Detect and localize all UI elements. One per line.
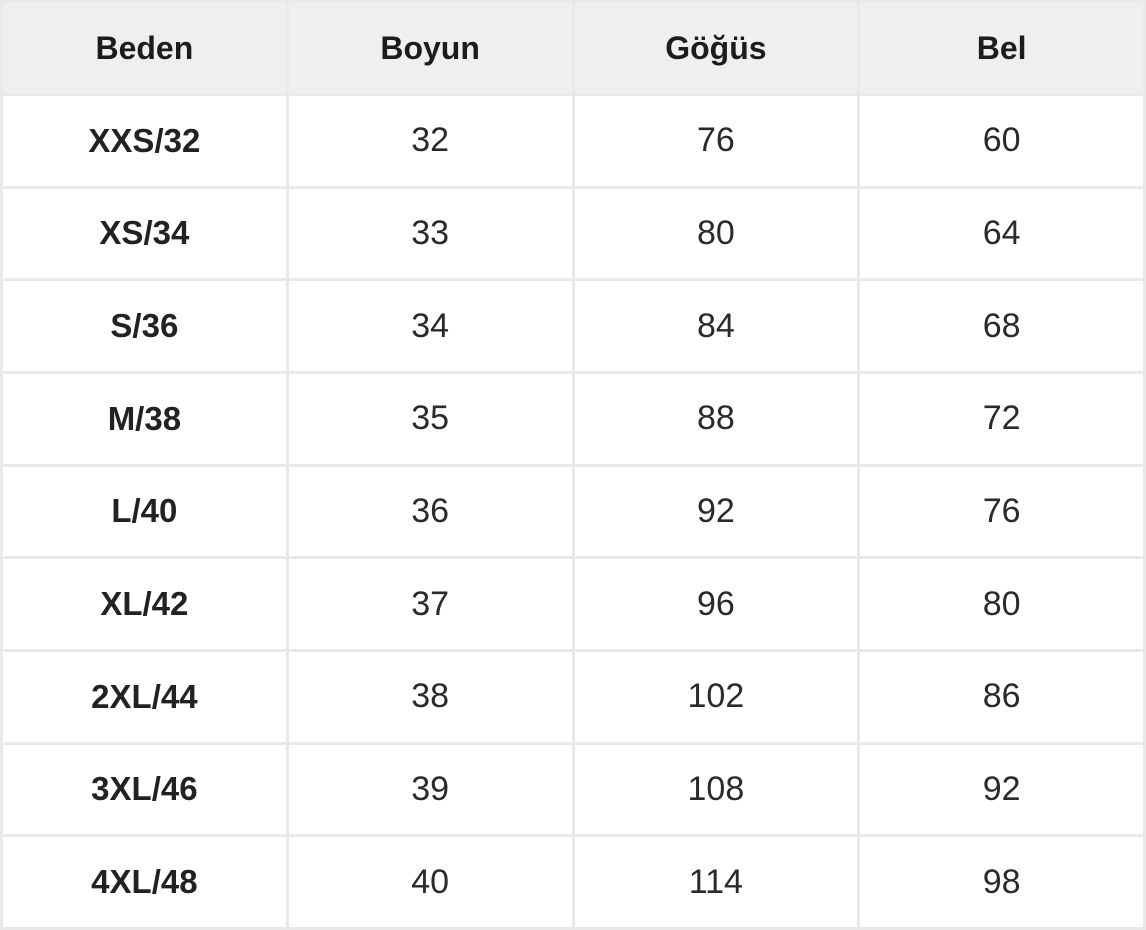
size-cell: 3XL/46	[0, 741, 289, 838]
table-row: XS/34 33 80 64	[0, 185, 1146, 282]
boyun-cell: 35	[285, 370, 575, 467]
table-row: XXS/32 32 76 60	[0, 93, 1146, 189]
gogus-cell: 96	[571, 556, 861, 652]
size-cell: L/40	[0, 463, 289, 560]
bel-cell: 92	[857, 741, 1146, 838]
size-cell: XL/42	[0, 556, 289, 652]
column-header-bel: Bel	[857, 0, 1146, 96]
bel-cell: 64	[857, 185, 1146, 282]
gogus-cell: 102	[571, 648, 861, 745]
table-row: 2XL/44 38 102 86	[0, 648, 1146, 745]
table-row: M/38 35 88 72	[0, 370, 1146, 467]
gogus-cell: 108	[571, 741, 861, 838]
bel-cell: 86	[857, 648, 1146, 745]
table-row: L/40 36 92 76	[0, 463, 1146, 560]
header-row: Beden Boyun Göğüs Bel	[0, 0, 1146, 96]
gogus-cell: 76	[571, 93, 861, 189]
table-row: S/36 34 84 68	[0, 278, 1146, 374]
table-body: XXS/32 32 76 60 XS/34 33 80 64 S/36 34 8…	[0, 93, 1146, 930]
table-row: 4XL/48 40 114 98	[0, 834, 1146, 930]
boyun-cell: 36	[285, 463, 575, 560]
boyun-cell: 37	[285, 556, 575, 652]
gogus-cell: 80	[571, 185, 861, 282]
size-cell: 4XL/48	[0, 834, 289, 930]
bel-cell: 76	[857, 463, 1146, 560]
size-cell: M/38	[0, 370, 289, 467]
table-header: Beden Boyun Göğüs Bel	[0, 0, 1146, 96]
bel-cell: 60	[857, 93, 1146, 189]
bel-cell: 72	[857, 370, 1146, 467]
gogus-cell: 92	[571, 463, 861, 560]
column-header-gogus: Göğüs	[571, 0, 861, 96]
table-row: XL/42 37 96 80	[0, 556, 1146, 652]
bel-cell: 98	[857, 834, 1146, 930]
gogus-cell: 88	[571, 370, 861, 467]
table-row: 3XL/46 39 108 92	[0, 741, 1146, 838]
boyun-cell: 32	[285, 93, 575, 189]
boyun-cell: 39	[285, 741, 575, 838]
column-header-boyun: Boyun	[285, 0, 575, 96]
column-header-beden: Beden	[0, 0, 289, 96]
bel-cell: 80	[857, 556, 1146, 652]
size-cell: XS/34	[0, 185, 289, 282]
gogus-cell: 114	[571, 834, 861, 930]
bel-cell: 68	[857, 278, 1146, 374]
size-cell: XXS/32	[0, 93, 289, 189]
size-cell: 2XL/44	[0, 648, 289, 745]
gogus-cell: 84	[571, 278, 861, 374]
boyun-cell: 38	[285, 648, 575, 745]
size-cell: S/36	[0, 278, 289, 374]
boyun-cell: 33	[285, 185, 575, 282]
boyun-cell: 34	[285, 278, 575, 374]
boyun-cell: 40	[285, 834, 575, 930]
